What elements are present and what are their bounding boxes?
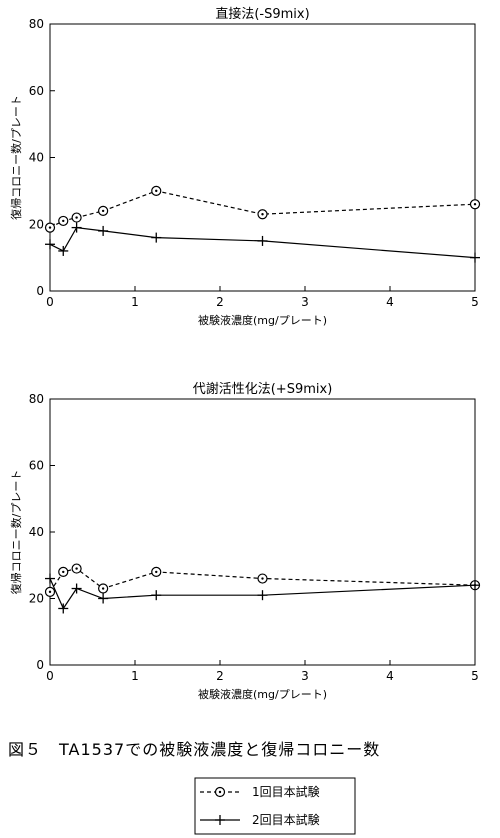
legend-box	[194, 777, 356, 835]
data-point-series-2	[71, 222, 82, 233]
data-point-series-1	[44, 222, 56, 233]
x-tick-label: 1	[131, 669, 139, 683]
data-point-series-1	[151, 566, 162, 578]
legend-item-1: 1回目本試験	[200, 784, 320, 799]
y-tick-label: 0	[36, 658, 44, 672]
data-point-series-1	[44, 586, 56, 597]
data-point-series-2	[470, 252, 480, 263]
x-tick-label: 3	[301, 295, 309, 309]
x-axis-label: 被験液濃度(mg/プレート)	[198, 687, 327, 701]
plot-frame	[49, 23, 476, 292]
y-tick-label: 60	[29, 459, 44, 473]
x-tick-label: 0	[46, 295, 54, 309]
x-tick-label: 1	[131, 295, 139, 309]
x-tick-label: 4	[386, 669, 394, 683]
x-tick-label: 4	[386, 295, 394, 309]
data-point-series-2	[98, 593, 109, 604]
x-tick-label: 0	[46, 669, 54, 683]
y-tick-label: 60	[29, 84, 44, 98]
figure-caption: 図５ TA1537での被験液濃度と復帰コロニー数	[8, 740, 380, 759]
data-point-series-1	[71, 563, 82, 574]
data-point-series-2	[98, 225, 109, 236]
data-point-series-2	[470, 580, 480, 591]
data-point-series-1	[151, 185, 162, 196]
data-point-series-1	[469, 199, 481, 210]
data-point-series-1	[98, 583, 109, 594]
chart-metabolic-activation: 0 1 2 3 4 5 0 20 40 60 80 代謝活性化法(+S9mix) 被験液濃度(mg/プレ…	[10, 382, 481, 701]
y-tick-label: 80	[29, 17, 44, 31]
x-axis-label: 被験液濃度(mg/プレート)	[198, 313, 327, 327]
y-axis-label: 復帰コロニー数/プレート	[10, 95, 23, 220]
chart-direct-method: 0 1 2 3 4 5 0 20 40 60 80 直接法(-S9mix) 被験液濃度(mg/プレート)…	[10, 6, 481, 327]
legend-label: 2回目本試験	[252, 812, 320, 827]
x-tick-label: 5	[471, 669, 479, 683]
data-point-series-1	[98, 205, 109, 216]
legend: 1回目本試験 2回目本試験	[194, 777, 356, 835]
y-tick-label: 40	[29, 525, 44, 539]
legend-label: 1回目本試験	[252, 784, 320, 799]
data-point-series-2	[45, 573, 55, 584]
legend-marker	[215, 815, 225, 825]
y-tick-label: 80	[29, 392, 44, 406]
data-point-series-2	[71, 583, 82, 594]
y-tick-label: 0	[36, 284, 44, 298]
data-point-series-1	[71, 212, 82, 223]
chart-title: 代謝活性化法(+S9mix)	[193, 382, 333, 397]
data-point-series-2	[151, 590, 162, 601]
data-point-series-2	[151, 232, 162, 243]
data-point-series-2	[257, 590, 268, 601]
plot-frame	[49, 398, 476, 666]
x-tick-label: 2	[216, 295, 224, 309]
legend-item-2: 2回目本試験	[200, 812, 320, 827]
data-point-series-2	[58, 245, 69, 256]
x-tick-label: 3	[301, 669, 309, 683]
legend-marker	[214, 786, 226, 798]
data-point-series-2	[45, 239, 55, 250]
x-tick-label: 2	[216, 669, 224, 683]
y-tick-label: 40	[29, 151, 44, 165]
y-axis-label: 復帰コロニー数/プレート	[10, 470, 23, 595]
y-tick-label: 20	[29, 592, 44, 606]
data-point-series-1	[257, 209, 268, 220]
data-point-series-1	[58, 566, 69, 578]
data-point-series-1	[58, 215, 69, 227]
data-point-series-1	[257, 573, 268, 584]
data-point-series-2	[257, 235, 268, 246]
x-tick-label: 5	[471, 295, 479, 309]
chart-title: 直接法(-S9mix)	[215, 6, 309, 22]
data-point-series-2	[58, 603, 69, 614]
y-tick-label: 20	[29, 217, 44, 231]
